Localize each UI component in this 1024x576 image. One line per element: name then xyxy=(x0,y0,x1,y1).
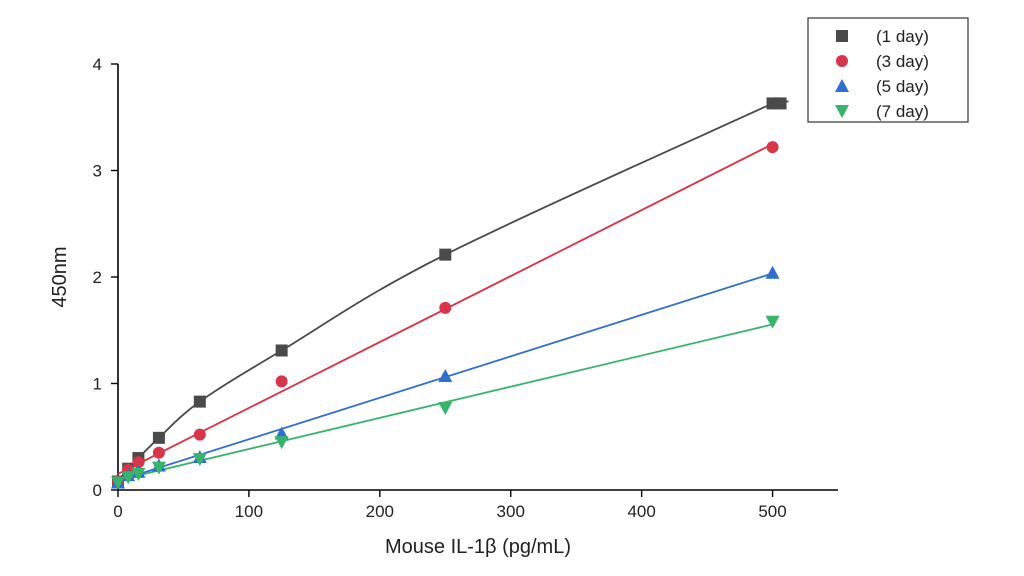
fit-line-series-1 xyxy=(117,100,789,483)
legend-marker-series-1 xyxy=(836,30,848,42)
y-tick-label: 3 xyxy=(93,162,102,181)
data-point-series-2 xyxy=(766,141,779,154)
data-point-series-4 xyxy=(131,468,146,482)
data-point-series-2 xyxy=(132,456,145,469)
data-point-series-2 xyxy=(439,301,452,314)
data-point-series-1 xyxy=(774,97,787,110)
fit-lines xyxy=(117,100,789,483)
x-tick-label: 100 xyxy=(235,502,263,521)
data-point-series-4 xyxy=(765,315,780,329)
data-point-series-1 xyxy=(439,248,452,261)
data-point-series-4 xyxy=(274,436,289,450)
y-tick-label: 4 xyxy=(93,55,102,74)
data-point-series-2 xyxy=(193,428,206,441)
legend: (1 day) (3 day) (5 day) (7 day) xyxy=(807,17,969,123)
x-tick-label: 500 xyxy=(758,502,786,521)
legend-label-series-1: (1 day) xyxy=(876,27,929,46)
data-point-series-4 xyxy=(438,401,453,415)
legend-label-series-2: (3 day) xyxy=(876,52,929,71)
x-tick-label: 400 xyxy=(627,502,655,521)
data-point-series-1 xyxy=(275,344,288,357)
axes xyxy=(117,64,838,491)
data-point-series-4 xyxy=(151,461,166,475)
data-point-series-2 xyxy=(152,446,165,459)
legend-label-series-4: (7 day) xyxy=(876,102,929,121)
y-tick-label: 1 xyxy=(93,375,102,394)
y-tick-label: 0 xyxy=(93,481,102,500)
legend-marker-series-4 xyxy=(835,105,849,118)
y-tick-label: 2 xyxy=(93,268,102,287)
legend-label-series-3: (5 day) xyxy=(876,77,929,96)
data-points xyxy=(111,97,787,490)
legend-box xyxy=(807,17,969,123)
data-point-series-1 xyxy=(193,395,206,408)
data-point-series-4 xyxy=(121,471,136,485)
data-point-series-2 xyxy=(275,375,288,388)
legend-marker-series-2 xyxy=(836,55,848,67)
data-point-series-3 xyxy=(765,265,780,279)
x-tick-label: 0 xyxy=(113,502,122,521)
axis-ticks: 0 100 200 300 400 500 0 1 2 3 4 xyxy=(93,55,787,521)
x-tick-label: 300 xyxy=(497,502,525,521)
data-point-series-4 xyxy=(111,476,125,490)
legend-marker-series-3 xyxy=(835,79,849,92)
y-axis-title: 450nm xyxy=(49,246,71,307)
data-point-series-4 xyxy=(192,453,207,467)
x-axis-title: Mouse IL-1β (pg/mL) xyxy=(385,536,571,558)
data-point-series-3 xyxy=(438,369,453,383)
x-tick-label: 200 xyxy=(366,502,394,521)
data-point-series-1 xyxy=(152,431,165,444)
